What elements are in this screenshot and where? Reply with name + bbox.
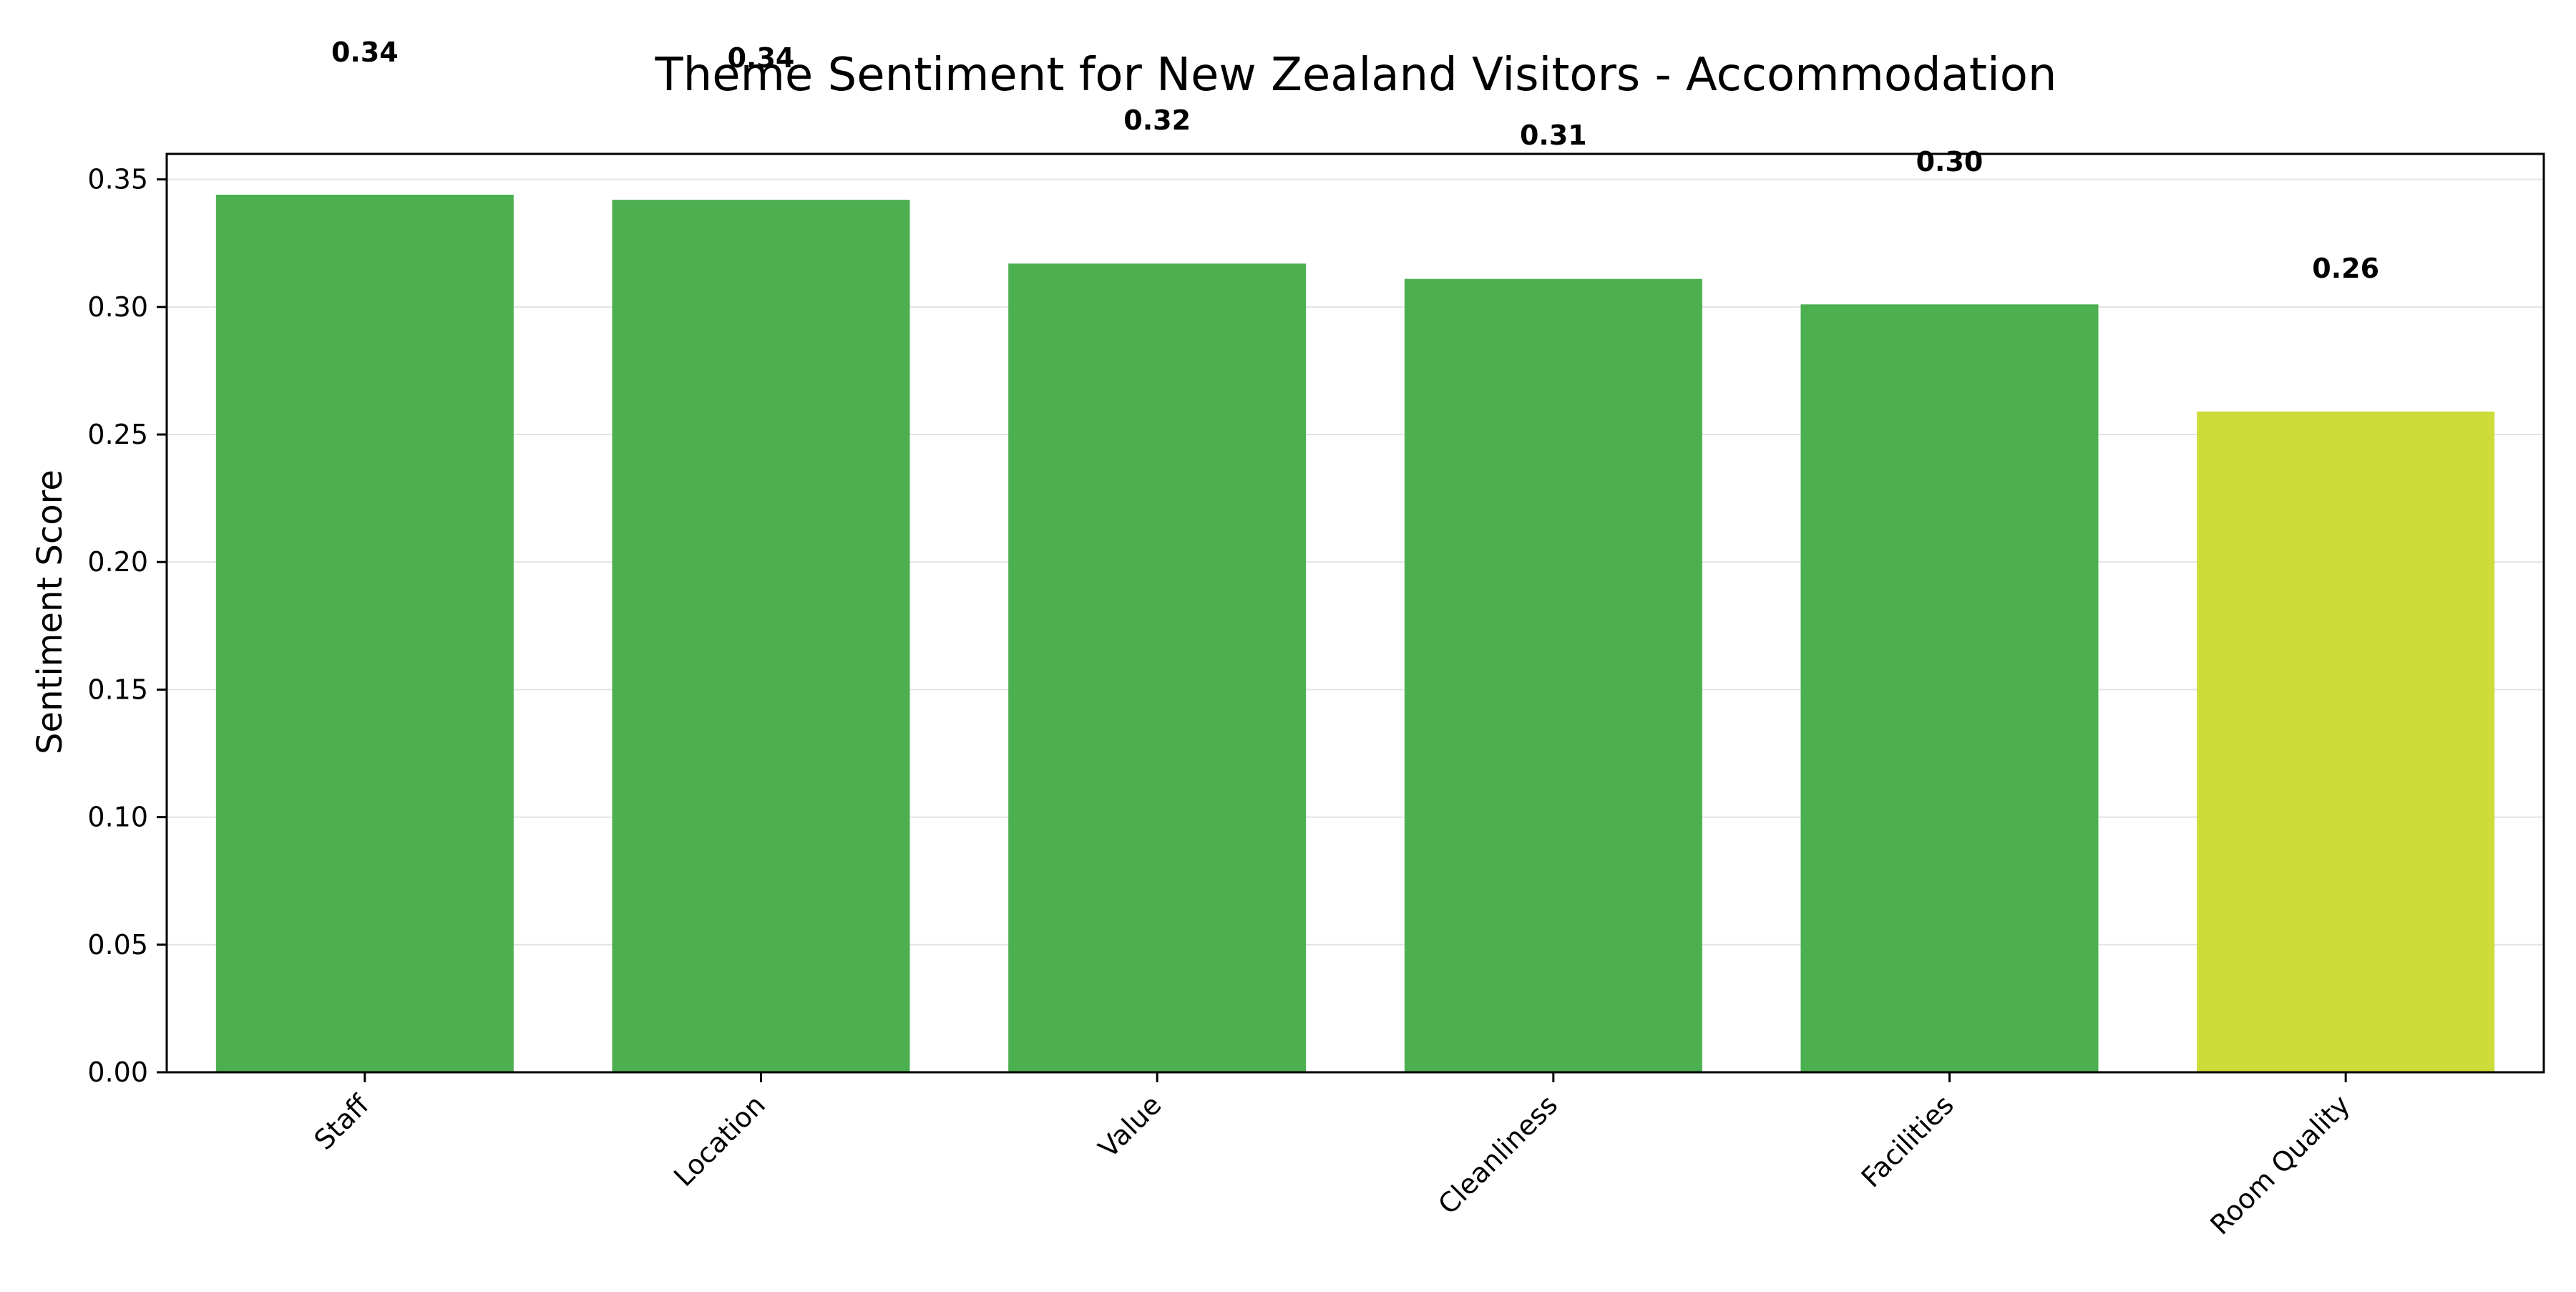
y-tick-label: 0.30 bbox=[87, 291, 148, 323]
bar-value-label: 0.31 bbox=[1520, 120, 1587, 151]
bar-value-label: 0.30 bbox=[1916, 146, 1984, 178]
y-axis-label: Sentiment Score bbox=[30, 470, 70, 754]
bars bbox=[215, 195, 2495, 1073]
value-labels: 0.34 0.34 0.32 0.31 0.30 0.26 bbox=[331, 37, 2379, 284]
y-tick-label: 0.10 bbox=[87, 802, 148, 833]
y-tick-label: 0.25 bbox=[87, 419, 148, 450]
y-tick-label: 0.05 bbox=[87, 929, 148, 961]
y-tick-label: 0.35 bbox=[87, 164, 148, 195]
bar bbox=[1800, 304, 2099, 1073]
bar bbox=[1008, 263, 1307, 1073]
plot-area-frame bbox=[165, 152, 2545, 1074]
bar-value-label: 0.32 bbox=[1123, 105, 1191, 136]
x-tick-label: Staff bbox=[308, 1089, 376, 1156]
bar-value-label: 0.26 bbox=[2312, 253, 2379, 284]
x-tick-label: Room Quality bbox=[2204, 1089, 2356, 1240]
y-tick-label: 0.00 bbox=[87, 1057, 148, 1088]
bar bbox=[612, 200, 910, 1072]
x-tick-label: Facilities bbox=[1855, 1089, 1960, 1193]
chart-title: Theme Sentiment for New Zealand Visitors… bbox=[655, 49, 2057, 102]
y-axis-ticks: 0.00 0.05 0.10 0.15 0.20 0.25 0.30 0.35 bbox=[87, 164, 167, 1088]
bar bbox=[215, 195, 514, 1072]
y-tick-label: 0.15 bbox=[87, 674, 148, 705]
x-tick-label: Value bbox=[1093, 1089, 1168, 1164]
gridlines bbox=[167, 178, 2544, 1073]
x-axis-ticks: Staff Location Value Cleanliness Facilities R… bbox=[308, 1072, 2356, 1240]
x-tick-label: Location bbox=[668, 1089, 771, 1193]
x-tick-label: Cleanliness bbox=[1432, 1089, 1563, 1220]
bar bbox=[1404, 278, 1702, 1072]
bar bbox=[2197, 411, 2495, 1072]
y-tick-label: 0.20 bbox=[87, 546, 148, 578]
bar-value-label: 0.34 bbox=[728, 42, 795, 74]
bar-value-label: 0.34 bbox=[331, 37, 399, 68]
